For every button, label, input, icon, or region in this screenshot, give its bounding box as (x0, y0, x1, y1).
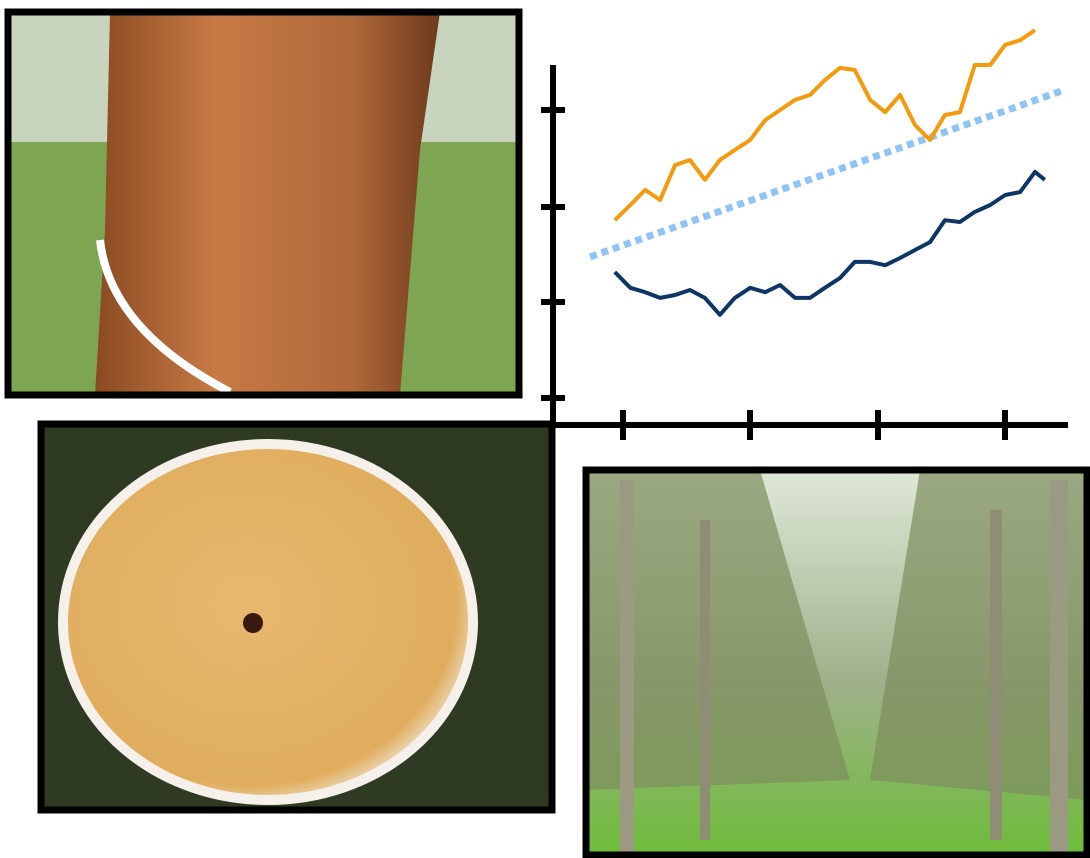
plot (588, 28, 1067, 317)
photo-stump (37, 420, 556, 814)
photo-frame (4, 8, 523, 399)
photo-tapped-trunk (4, 8, 523, 399)
series-line (613, 169, 1047, 317)
photo-plantation (582, 466, 1090, 858)
tree-row (586, 470, 850, 790)
tree-trunk (700, 520, 710, 840)
stump-face (58, 439, 478, 805)
tree-trunk (1050, 480, 1068, 855)
series-line (613, 28, 1037, 222)
photo-frame (582, 466, 1090, 858)
tree-trunk (990, 510, 1002, 840)
tree-row (870, 470, 1087, 800)
chart-axes (541, 65, 1068, 440)
tree-trunk (620, 480, 634, 855)
trunk (95, 12, 440, 395)
tapping-cut (96, 239, 232, 396)
stump-core (243, 613, 263, 633)
photo-frame (37, 420, 556, 814)
trend-line (588, 86, 1067, 261)
